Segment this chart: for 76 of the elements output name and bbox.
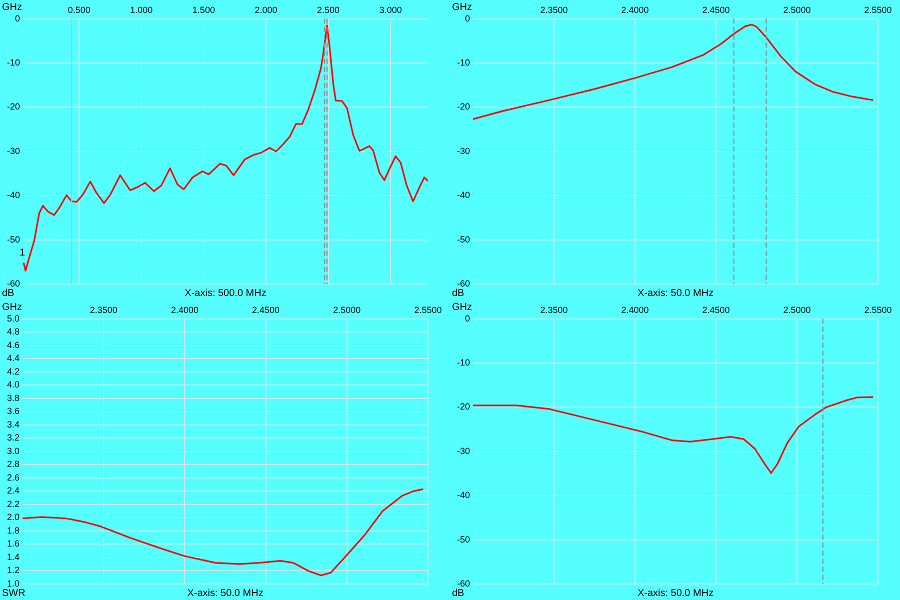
y-tick-label: -50 <box>456 234 470 244</box>
x-tick-label: 1.500 <box>192 4 215 15</box>
y-tick-label: -50 <box>456 534 470 544</box>
x-tick-label: 1.000 <box>130 4 153 15</box>
y-tick-label: 3.0 <box>6 446 20 456</box>
y-tick-label: 3.2 <box>6 432 20 443</box>
y-tick-label: -20 <box>6 102 20 112</box>
y-tick-label: 0 <box>464 13 470 24</box>
y-tick-label: 4.4 <box>6 353 20 364</box>
x-axis-title: GHz <box>2 302 22 313</box>
y-tick-label: 2.4 <box>6 486 20 496</box>
y-tick-label: 2.2 <box>6 498 20 509</box>
y-tick-label: 0 <box>14 13 20 24</box>
x-tick-label: 2.3500 <box>90 304 118 315</box>
y-tick-label: 1.0 <box>6 578 20 588</box>
y-tick-label: 2.6 <box>6 472 20 482</box>
y-tick-label: 3.6 <box>6 406 20 416</box>
x-tick-label: 3.000 <box>379 4 402 15</box>
y-tick-label: -40 <box>456 190 470 200</box>
y-axis-title: dB <box>2 288 15 299</box>
y-tick-label: -30 <box>456 446 470 456</box>
y-tick-label: -10 <box>456 57 470 68</box>
x-tick-label: 2.4000 <box>621 304 649 315</box>
y-tick-label: 3.8 <box>6 392 20 403</box>
y-tick-label: -60 <box>6 278 20 288</box>
x-tick-label: 2.4000 <box>621 4 649 15</box>
x-tick-label: 2.4500 <box>702 304 730 315</box>
x-tick-label: 2.500 <box>317 4 340 15</box>
y-tick-label: 1.2 <box>6 565 20 576</box>
y-tick-label: 1.8 <box>6 525 20 536</box>
y-tick-label: -50 <box>6 234 20 244</box>
y-tick-label: -60 <box>456 278 470 288</box>
x-tick-label: 2.5000 <box>783 4 811 15</box>
y-axis-title: dB <box>452 288 465 299</box>
x-tick-label: 2.5000 <box>783 304 811 315</box>
y-tick-label: 3.4 <box>6 419 20 430</box>
text: X-axis: 50.0 MHz <box>637 588 714 599</box>
y-tick-label: -60 <box>456 578 470 588</box>
y-tick-label: 4.6 <box>6 340 20 350</box>
y-tick-label: 1.4 <box>6 552 20 562</box>
text: X-axis: 500.0 MHz <box>184 288 266 299</box>
x-tick-label: 2.5500 <box>864 4 892 15</box>
y-tick-label: 0 <box>464 313 470 324</box>
y-tick-label: 2.8 <box>6 459 20 470</box>
y-tick-label: 2.0 <box>6 512 20 522</box>
x-tick-label: 2.4500 <box>252 304 280 315</box>
x-tick-label: 2.3500 <box>540 4 568 15</box>
x-tick-label: 0.500 <box>68 4 90 15</box>
x-tick-label: 2.5500 <box>414 304 442 315</box>
y-tick-label: 5.0 <box>6 313 20 324</box>
x-tick-label: 2.4000 <box>170 304 198 315</box>
y-tick-label: 4.8 <box>6 326 20 337</box>
x-tick-label: 2.5000 <box>333 304 361 315</box>
text: X-axis: 50.0 MHz <box>637 288 714 299</box>
y-tick-label: 4.0 <box>6 380 20 390</box>
annotation: 1 <box>20 248 26 259</box>
y-tick-label: -30 <box>6 146 20 156</box>
x-axis-title: GHz <box>452 302 472 313</box>
x-axis-title: GHz <box>452 2 472 13</box>
y-tick-label: -10 <box>456 357 470 368</box>
y-tick-label: 4.2 <box>6 366 20 376</box>
y-tick-label: -40 <box>6 190 20 200</box>
y-axis-title: SWR <box>2 588 26 599</box>
x-tick-label: 2.5500 <box>864 304 892 315</box>
x-axis-title: GHz <box>2 2 22 13</box>
y-tick-label: -10 <box>6 57 20 68</box>
y-tick-label: -40 <box>456 490 470 500</box>
y-tick-label: -30 <box>456 146 470 156</box>
y-axis-title: dB <box>452 588 465 599</box>
x-tick-label: 2.4500 <box>702 4 730 15</box>
y-tick-label: -20 <box>456 402 470 412</box>
text: X-axis: 50.0 MHz <box>187 588 264 599</box>
y-tick-label: 1.6 <box>6 538 20 549</box>
y-tick-label: -20 <box>456 102 470 112</box>
x-tick-label: 2.3500 <box>540 304 568 315</box>
x-tick-label: 2.000 <box>254 4 278 15</box>
